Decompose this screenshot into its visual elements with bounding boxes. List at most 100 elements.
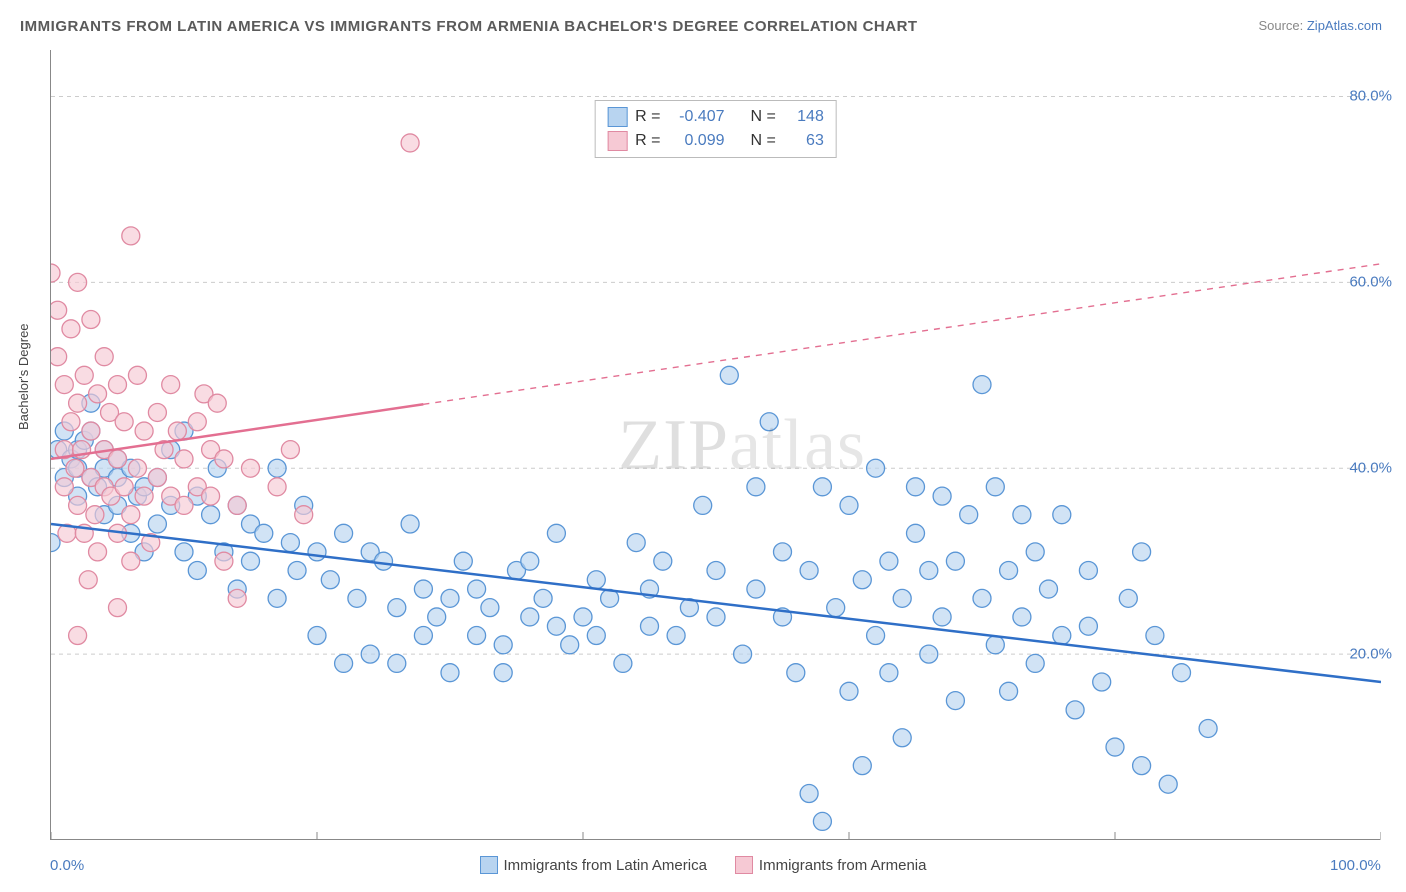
data-point-armenia (128, 366, 146, 384)
data-point-latin (414, 580, 432, 598)
data-point-latin (268, 459, 286, 477)
data-point-armenia (51, 301, 67, 319)
stats-swatch (607, 107, 627, 127)
stats-n-value: 148 (784, 105, 824, 129)
data-point-latin (1026, 654, 1044, 672)
data-point-latin (774, 543, 792, 561)
data-point-latin (202, 506, 220, 524)
data-point-armenia (89, 543, 107, 561)
stats-n-label: N = (751, 129, 776, 153)
y-tick-label: 20.0% (1349, 646, 1392, 663)
data-point-latin (893, 589, 911, 607)
data-point-latin (1000, 682, 1018, 700)
legend-item-latin: Immigrants from Latin America (480, 856, 707, 874)
data-point-latin (840, 496, 858, 514)
data-point-armenia (109, 450, 127, 468)
scatter-plot (51, 50, 1381, 840)
data-point-latin (734, 645, 752, 663)
data-point-armenia (62, 413, 80, 431)
data-point-latin (946, 692, 964, 710)
data-point-latin (1000, 561, 1018, 579)
data-point-latin (1066, 701, 1084, 719)
source-label: Source: (1258, 18, 1306, 33)
data-point-latin (960, 506, 978, 524)
data-point-armenia (401, 134, 419, 152)
data-point-armenia (148, 469, 166, 487)
y-axis-label: Bachelor's Degree (16, 323, 31, 430)
data-point-latin (707, 561, 725, 579)
data-point-latin (587, 571, 605, 589)
data-point-latin (268, 589, 286, 607)
data-point-latin (973, 589, 991, 607)
data-point-latin (1133, 543, 1151, 561)
data-point-latin (521, 608, 539, 626)
stats-n-value: 63 (784, 129, 824, 153)
data-point-armenia (51, 264, 60, 282)
data-point-latin (654, 552, 672, 570)
data-point-latin (853, 757, 871, 775)
data-point-latin (335, 524, 353, 542)
data-point-armenia (228, 496, 246, 514)
data-point-latin (853, 571, 871, 589)
data-point-latin (547, 617, 565, 635)
data-point-latin (920, 645, 938, 663)
data-point-latin (1106, 738, 1124, 756)
data-point-latin (1040, 580, 1058, 598)
data-point-latin (1079, 561, 1097, 579)
data-point-latin (401, 515, 419, 533)
data-point-armenia (168, 422, 186, 440)
legend-swatch (480, 856, 498, 874)
data-point-latin (707, 608, 725, 626)
data-point-latin (1173, 664, 1191, 682)
data-point-latin (468, 627, 486, 645)
source-attribution: Source: ZipAtlas.com (1258, 18, 1382, 33)
data-point-latin (1026, 543, 1044, 561)
data-point-latin (1053, 627, 1071, 645)
data-point-armenia (162, 376, 180, 394)
data-point-latin (614, 654, 632, 672)
data-point-latin (388, 654, 406, 672)
data-point-latin (494, 664, 512, 682)
data-point-armenia (69, 627, 87, 645)
data-point-latin (986, 478, 1004, 496)
data-point-latin (175, 543, 193, 561)
data-point-latin (308, 627, 326, 645)
trend-line-latin (51, 524, 1381, 682)
data-point-latin (907, 478, 925, 496)
data-point-armenia (268, 478, 286, 496)
data-point-armenia (69, 273, 87, 291)
data-point-latin (1199, 719, 1217, 737)
data-point-armenia (135, 422, 153, 440)
data-point-latin (840, 682, 858, 700)
stats-r-value: -0.407 (669, 105, 725, 129)
data-point-armenia (95, 348, 113, 366)
data-point-latin (1119, 589, 1137, 607)
data-point-latin (694, 496, 712, 514)
correlation-stats-box: R = -0.407 N = 148 R = 0.099 N = 63 (594, 100, 837, 158)
data-point-latin (893, 729, 911, 747)
data-point-latin (747, 580, 765, 598)
data-point-latin (308, 543, 326, 561)
data-point-latin (361, 645, 379, 663)
data-point-armenia (122, 506, 140, 524)
data-point-latin (946, 552, 964, 570)
legend-label: Immigrants from Armenia (759, 857, 927, 874)
data-point-armenia (82, 311, 100, 329)
y-tick-label: 80.0% (1349, 88, 1392, 105)
data-point-latin (973, 376, 991, 394)
data-point-armenia (75, 366, 93, 384)
source-link[interactable]: ZipAtlas.com (1307, 18, 1382, 33)
data-point-latin (986, 636, 1004, 654)
data-point-armenia (115, 413, 133, 431)
data-point-latin (933, 487, 951, 505)
data-point-armenia (242, 459, 260, 477)
data-point-latin (720, 366, 738, 384)
data-point-armenia (135, 487, 153, 505)
data-point-latin (441, 589, 459, 607)
chart-title: IMMIGRANTS FROM LATIN AMERICA VS IMMIGRA… (20, 18, 918, 35)
data-point-latin (587, 627, 605, 645)
data-point-armenia (89, 385, 107, 403)
data-point-latin (747, 478, 765, 496)
data-point-latin (760, 413, 778, 431)
data-point-latin (907, 524, 925, 542)
